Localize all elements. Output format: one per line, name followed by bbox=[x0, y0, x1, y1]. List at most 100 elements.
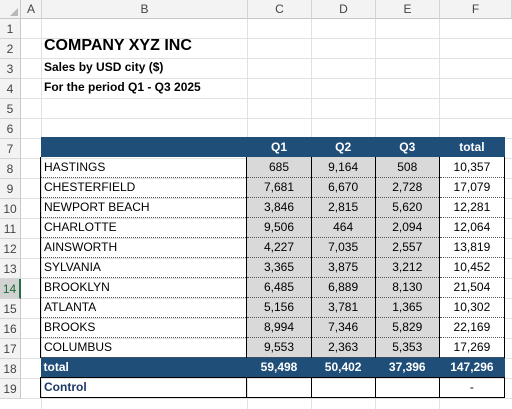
cell-city[interactable]: BROOKS bbox=[39, 317, 247, 338]
control-cell-city[interactable]: Control bbox=[39, 376, 248, 398]
cell-city[interactable]: COLUMBUS bbox=[39, 337, 247, 358]
row-header-9[interactable]: 9 bbox=[0, 179, 21, 199]
cell-total[interactable]: 12,064 bbox=[438, 217, 506, 238]
cell-total[interactable]: 10,302 bbox=[438, 297, 506, 318]
report-subtitle: Sales by USD city ($) bbox=[44, 60, 164, 74]
control-cell-q3[interactable] bbox=[374, 376, 440, 398]
cell-total[interactable]: 10,357 bbox=[438, 157, 506, 178]
report-period: For the period Q1 - Q3 2025 bbox=[44, 80, 201, 94]
cell-city[interactable]: ATLANTA bbox=[39, 297, 247, 318]
column-header-f[interactable]: F bbox=[440, 0, 512, 19]
cell-total[interactable]: 12,281 bbox=[438, 197, 506, 218]
row-header-19[interactable]: 19 bbox=[0, 379, 21, 399]
cell-q1[interactable]: 6,485 bbox=[246, 277, 312, 298]
table-row: SYLVANIA 3,365 3,875 3,212 10,452 bbox=[39, 257, 506, 278]
cell-q3[interactable]: 5,620 bbox=[374, 197, 440, 218]
total-row: total 59,498 50,402 37,396 147,296 bbox=[40, 357, 505, 377]
row-header-1[interactable]: 1 bbox=[0, 19, 21, 39]
cell-q2[interactable]: 3,875 bbox=[310, 257, 376, 278]
row-header-6[interactable]: 6 bbox=[0, 119, 21, 139]
cell-city[interactable]: CHESTERFIELD bbox=[39, 177, 247, 198]
row-header-14[interactable]: 14 bbox=[0, 279, 21, 299]
cell-q3[interactable]: 1,365 bbox=[374, 297, 440, 318]
cell-q3[interactable]: 5,353 bbox=[374, 337, 440, 358]
cell-q1[interactable]: 4,227 bbox=[246, 237, 312, 258]
row-header-10[interactable]: 10 bbox=[0, 199, 21, 219]
cell-q1[interactable]: 685 bbox=[246, 157, 312, 178]
cell-total[interactable]: 17,079 bbox=[438, 177, 506, 198]
row-header-18[interactable]: 18 bbox=[0, 359, 21, 379]
cell-q2[interactable]: 7,035 bbox=[310, 237, 376, 258]
cell-city[interactable]: BROOKLYN bbox=[39, 277, 247, 298]
total-cell-q3[interactable]: 37,396 bbox=[375, 357, 440, 377]
control-cell-q2[interactable] bbox=[310, 376, 376, 398]
table-row: HASTINGS 685 9,164 508 10,357 bbox=[39, 157, 506, 178]
select-all-corner[interactable] bbox=[0, 0, 21, 19]
row-header-17[interactable]: 17 bbox=[0, 339, 21, 359]
cell-q2[interactable]: 464 bbox=[310, 217, 376, 238]
cell-q2[interactable]: 6,670 bbox=[310, 177, 376, 198]
row-header-11[interactable]: 11 bbox=[0, 219, 21, 239]
cell-q1[interactable]: 5,156 bbox=[246, 297, 312, 318]
header-cell-q3[interactable]: Q3 bbox=[375, 137, 440, 157]
cell-q2[interactable]: 7,346 bbox=[310, 317, 376, 338]
row-header-2[interactable]: 2 bbox=[0, 39, 21, 59]
cell-city[interactable]: HASTINGS bbox=[39, 157, 247, 178]
cell-city[interactable]: NEWPORT BEACH bbox=[39, 197, 247, 218]
cell-total[interactable]: 22,169 bbox=[438, 317, 506, 338]
control-cell-q1[interactable] bbox=[246, 376, 312, 398]
cell-q3[interactable]: 8,130 bbox=[374, 277, 440, 298]
cell-q3[interactable]: 3,212 bbox=[374, 257, 440, 278]
gridline bbox=[21, 58, 512, 59]
cell-q1[interactable]: 3,365 bbox=[246, 257, 312, 278]
gridline bbox=[21, 38, 512, 39]
cell-q3[interactable]: 508 bbox=[374, 157, 440, 178]
row-header-4[interactable]: 4 bbox=[0, 79, 21, 99]
cell-total[interactable]: 21,504 bbox=[438, 277, 506, 298]
total-cell-q1[interactable]: 59,498 bbox=[246, 357, 312, 377]
cell-q2[interactable]: 9,164 bbox=[310, 157, 376, 178]
column-header-c[interactable]: C bbox=[248, 0, 312, 19]
header-cell-city[interactable] bbox=[40, 137, 247, 157]
cell-q2[interactable]: 2,815 bbox=[310, 197, 376, 218]
cell-q2[interactable]: 6,889 bbox=[310, 277, 376, 298]
table-row: AINSWORTH 4,227 7,035 2,557 13,819 bbox=[39, 237, 506, 258]
total-cell-total[interactable]: 147,296 bbox=[439, 357, 505, 377]
row-header-13[interactable]: 13 bbox=[0, 259, 21, 279]
row-header-5[interactable]: 5 bbox=[0, 99, 21, 119]
row-header-16[interactable]: 16 bbox=[0, 319, 21, 339]
column-header-b[interactable]: B bbox=[42, 0, 248, 19]
cell-total[interactable]: 10,452 bbox=[438, 257, 506, 278]
total-cell-q2[interactable]: 50,402 bbox=[311, 357, 376, 377]
cell-city[interactable]: AINSWORTH bbox=[39, 237, 247, 258]
table-row: ATLANTA 5,156 3,781 1,365 10,302 bbox=[39, 297, 506, 318]
cell-total[interactable]: 13,819 bbox=[438, 237, 506, 258]
cell-city[interactable]: SYLVANIA bbox=[39, 257, 247, 278]
row-header-12[interactable]: 12 bbox=[0, 239, 21, 259]
cell-q1[interactable]: 9,506 bbox=[246, 217, 312, 238]
cell-q1[interactable]: 7,681 bbox=[246, 177, 312, 198]
cell-q2[interactable]: 2,363 bbox=[310, 337, 376, 358]
cell-q2[interactable]: 3,781 bbox=[310, 297, 376, 318]
header-cell-total[interactable]: total bbox=[439, 137, 505, 157]
cell-total[interactable]: 17,269 bbox=[438, 337, 506, 358]
column-header-d[interactable]: D bbox=[312, 0, 376, 19]
cell-q3[interactable]: 5,829 bbox=[374, 317, 440, 338]
cell-q1[interactable]: 9,553 bbox=[246, 337, 312, 358]
cell-city[interactable]: CHARLOTTE bbox=[39, 217, 247, 238]
cell-q3[interactable]: 2,094 bbox=[374, 217, 440, 238]
control-cell-total[interactable]: - bbox=[438, 376, 506, 398]
row-header-3[interactable]: 3 bbox=[0, 59, 21, 79]
column-header-e[interactable]: E bbox=[376, 0, 440, 19]
cell-q1[interactable]: 3,846 bbox=[246, 197, 312, 218]
header-cell-q1[interactable]: Q1 bbox=[246, 137, 312, 157]
total-cell-city[interactable]: total bbox=[40, 357, 247, 377]
cell-q3[interactable]: 2,728 bbox=[374, 177, 440, 198]
column-header-a[interactable]: A bbox=[21, 0, 42, 19]
cell-q1[interactable]: 8,994 bbox=[246, 317, 312, 338]
row-header-8[interactable]: 8 bbox=[0, 159, 21, 179]
header-cell-q2[interactable]: Q2 bbox=[311, 137, 376, 157]
row-header-7[interactable]: 7 bbox=[0, 139, 21, 159]
row-header-15[interactable]: 15 bbox=[0, 299, 21, 319]
cell-q3[interactable]: 2,557 bbox=[374, 237, 440, 258]
